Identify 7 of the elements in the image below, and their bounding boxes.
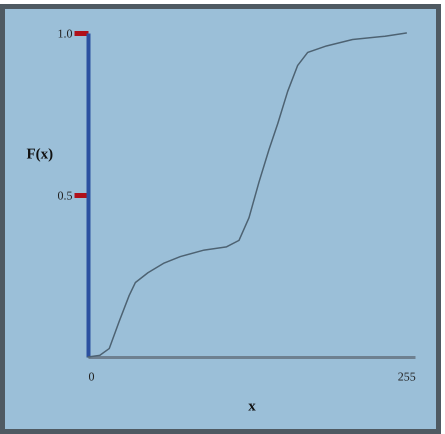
x-tick-label: 255 bbox=[398, 370, 416, 384]
x-axis-title: x bbox=[248, 398, 256, 414]
x-tick-label: 0 bbox=[88, 370, 94, 384]
y-axis-title: F(x) bbox=[26, 146, 54, 162]
line-series bbox=[87, 32, 408, 358]
y-tick-label: 0.5 bbox=[58, 188, 72, 202]
y-tick-label: 1.0 bbox=[58, 26, 72, 40]
